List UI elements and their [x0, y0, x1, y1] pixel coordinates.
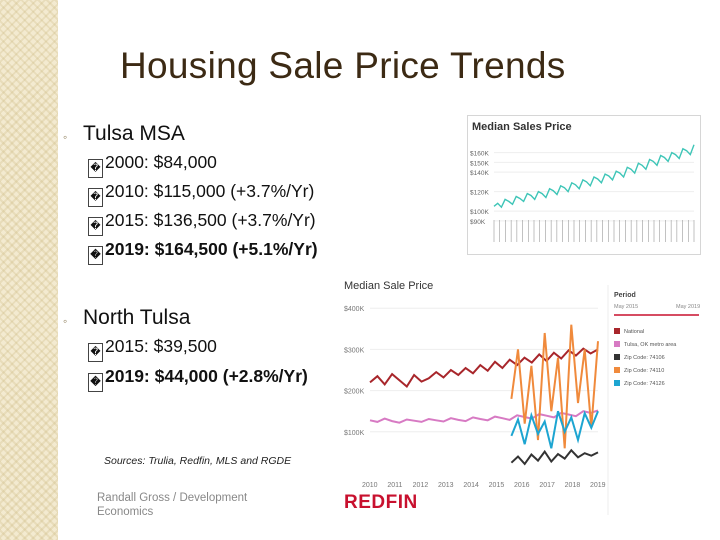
legend-swatch [614, 354, 620, 360]
north-tulsa-label: North Tulsa [83, 306, 191, 329]
legend-entry: Tulsa, OK metro area [624, 342, 677, 348]
tulsa-item-text: 2019: $164,500 (+5.1%/Yr) [105, 239, 318, 259]
y-tick-label: $90K [470, 219, 486, 226]
legend-entry: Zip Code: 74126 [624, 381, 665, 387]
north-tulsa-heading: ◦ North Tulsa [63, 306, 191, 330]
x-tick-label: 2012 [413, 482, 429, 489]
bullet-icon: ◦ [63, 314, 68, 328]
x-tick-label: 2015 [489, 482, 505, 489]
x-tick-label: 2018 [565, 482, 581, 489]
tulsa-item: � 2019: $164,500 (+5.1%/Yr) [88, 239, 318, 265]
tulsa-msa-chart-svg: Median Sales Price $160K $150K $140K $120K $1… [470, 121, 695, 242]
slide-title: Housing Sale Price Trends [120, 45, 566, 86]
footer-author: Randall Gross / Development Economics [97, 491, 247, 519]
y-tick-label: $120K [470, 190, 489, 197]
y-tick-label: $160K [470, 151, 489, 158]
tulsa-msa-chart: Median Sales Price $160K $150K $140K $120K $1… [467, 115, 701, 255]
legend-title: Period [614, 292, 636, 299]
legend-period-end: May 2019 [676, 304, 700, 310]
legend-entry: National [624, 329, 644, 335]
legend-swatch [614, 367, 620, 373]
north-tulsa-chart-svg: Median Sale Price $400K $300K $200K $100K 201… [344, 280, 700, 515]
y-tick-label: $300K [344, 347, 365, 354]
x-tick-label: 2013 [438, 482, 454, 489]
legend-entry: Zip Code: 74110 [624, 368, 664, 374]
sources-note: Sources: Trulia, Redfin, MLS and RGDE [104, 455, 292, 467]
series-line [369, 347, 599, 388]
y-tick-label: $100K [470, 209, 489, 216]
footer-line-1: Randall Gross / Development [97, 492, 248, 504]
series-line [510, 324, 599, 449]
redfin-logo: REDFIN [344, 492, 418, 513]
tulsa-item: � 2010: $115,000 (+3.7%/Yr) [88, 181, 314, 207]
x-tick-label: 2017 [539, 482, 555, 489]
tulsa-item: � 2015: $136,500 (+3.7%/Yr) [88, 210, 316, 236]
legend-entry: Zip Code: 74106 [624, 355, 665, 361]
tulsa-item-text: 2010: $115,000 (+3.7%/Yr) [105, 181, 315, 201]
y-tick-label: $140K [470, 170, 489, 177]
north-item-text: 2015: $39,500 [105, 336, 217, 356]
north-item: � 2015: $39,500 [88, 336, 217, 362]
tulsa-item-text: 2000: $84,000 [105, 152, 217, 172]
placeholder-box-icon: � [88, 246, 103, 265]
series-line-tulsa-msa [493, 144, 695, 209]
placeholder-box-icon: � [88, 343, 103, 362]
x-tick-label: 2019 [590, 482, 606, 489]
series-line [369, 409, 599, 424]
x-tick-label: 2010 [362, 482, 378, 489]
placeholder-box-icon: � [88, 373, 103, 392]
tulsa-msa-label: Tulsa MSA [83, 122, 185, 145]
placeholder-box-icon: � [88, 159, 103, 178]
placeholder-box-icon: � [88, 217, 103, 236]
y-tick-label: $200K [344, 389, 365, 396]
bullet-icon: ◦ [63, 130, 68, 144]
x-tick-label: 2011 [387, 482, 402, 489]
legend-period-start: May 2015 [614, 304, 638, 310]
chart-title: Median Sales Price [472, 121, 572, 133]
north-tulsa-chart: Median Sale Price $400K $300K $200K $100K 201… [330, 275, 707, 525]
tulsa-item: � 2000: $84,000 [88, 152, 217, 178]
x-tick-label: 2014 [463, 482, 479, 489]
footer-line-2: Economics [97, 506, 154, 518]
y-tick-label: $150K [470, 160, 489, 167]
y-tick-label: $100K [344, 430, 365, 437]
chart-title: Median Sale Price [344, 280, 433, 292]
north-item: � 2019: $44,000 (+2.8%/Yr) [88, 366, 308, 392]
placeholder-box-icon: � [88, 188, 103, 207]
legend-swatch [614, 380, 620, 386]
legend-swatch [614, 328, 620, 334]
y-tick-label: $400K [344, 306, 365, 313]
side-decoration [0, 0, 58, 540]
tulsa-msa-heading: ◦ Tulsa MSA [63, 122, 185, 146]
tulsa-item-text: 2015: $136,500 (+3.7%/Yr) [105, 210, 316, 230]
north-item-text: 2019: $44,000 (+2.8%/Yr) [105, 366, 308, 386]
series-line [510, 410, 599, 449]
legend-swatch [614, 341, 620, 347]
series-line [510, 448, 599, 466]
x-tick-label: 2016 [514, 482, 530, 489]
